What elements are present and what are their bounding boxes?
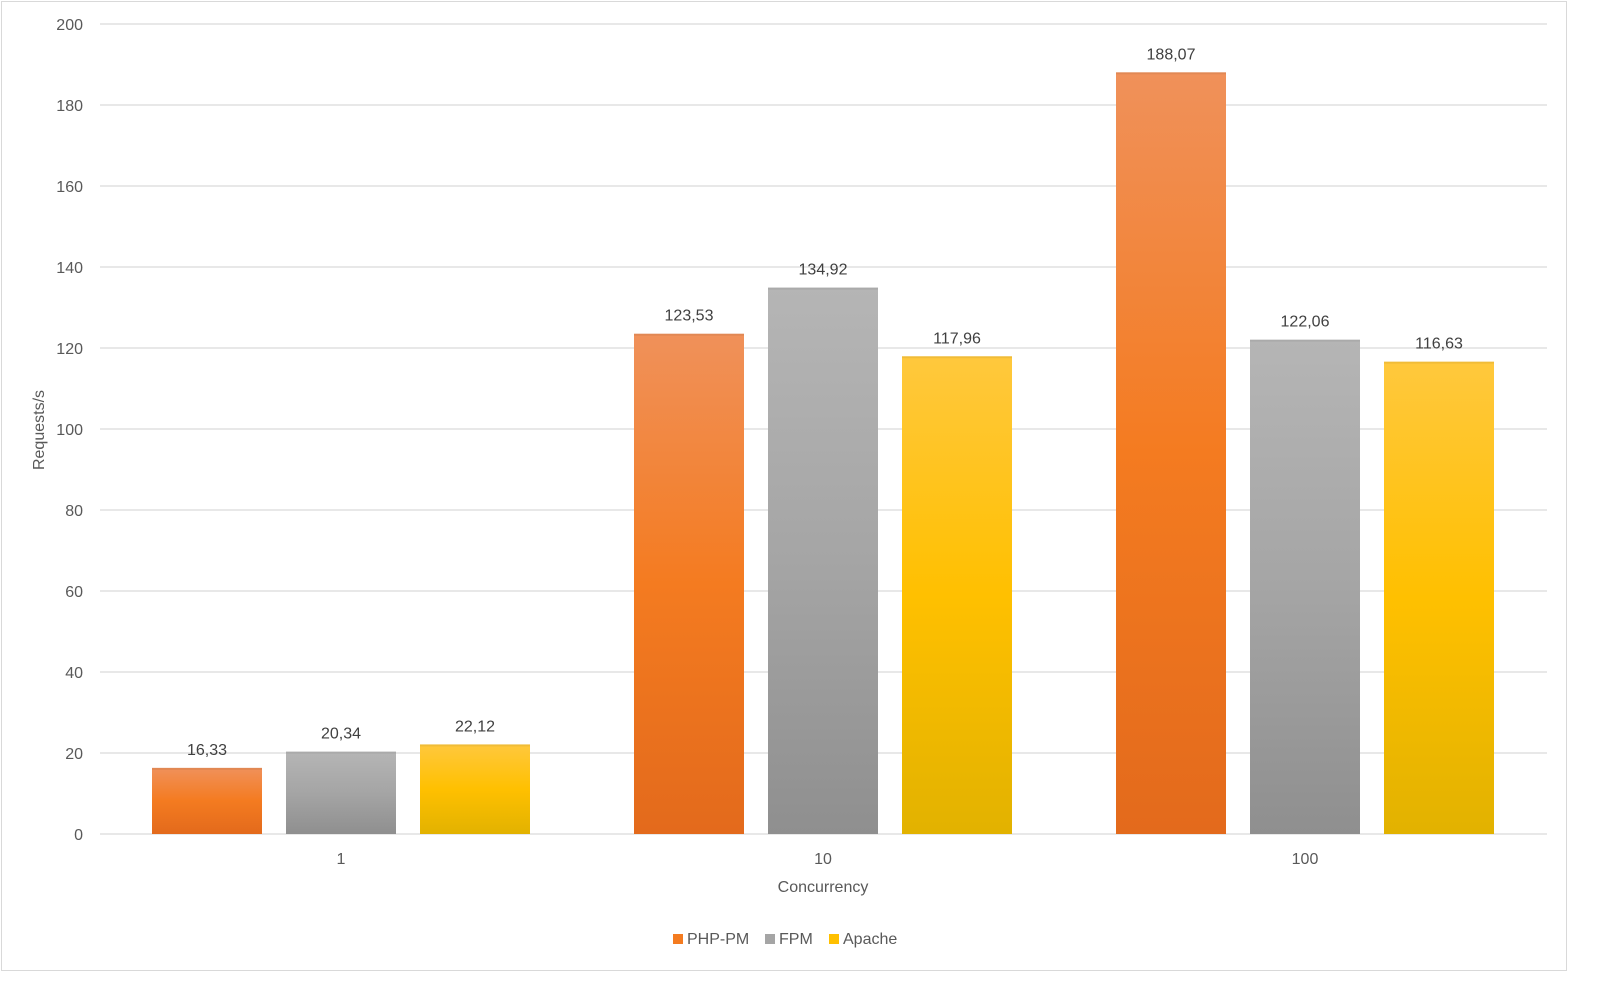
bars [152, 72, 1494, 835]
y-tick-label: 0 [74, 827, 83, 844]
data-label: 22,12 [455, 718, 495, 735]
y-tick-label: 180 [56, 98, 83, 115]
bar-top-edge [768, 287, 878, 290]
y-tick-label: 120 [56, 341, 83, 358]
data-label: 20,34 [321, 726, 361, 743]
legend-item: Apache [829, 931, 897, 948]
bar-top-edge [1384, 361, 1494, 364]
legend-item: FPM [765, 931, 813, 948]
data-labels: 16,33 20,34 22,12 123,53 134,92 117,96 188,07 1… [187, 46, 1463, 759]
x-axis-ticks: 1 10 100 [337, 851, 1319, 868]
data-label: 123,53 [665, 308, 714, 325]
bar-top-edge [286, 751, 396, 754]
legend-label: Apache [843, 931, 897, 948]
x-tick-label: 1 [337, 851, 346, 868]
legend-swatch [673, 934, 683, 944]
y-tick-label: 80 [65, 503, 83, 520]
y-tick-label: 160 [56, 179, 83, 196]
x-tick-label: 10 [814, 851, 832, 868]
bar-top-edge [634, 333, 744, 336]
data-label: 122,06 [1281, 314, 1330, 331]
bar-php-pm-1 [152, 767, 262, 834]
y-tick-label: 60 [65, 584, 83, 601]
bar-top-edge [152, 767, 262, 770]
bar-apache-1 [420, 744, 530, 834]
data-label: 188,07 [1147, 46, 1196, 63]
y-tick-label: 40 [65, 665, 83, 682]
y-axis-ticks: 0 20 40 60 80 100 120 140 160 180 200 [56, 17, 83, 844]
y-tick-label: 100 [56, 422, 83, 439]
y-axis-title: Requests/s [31, 390, 48, 470]
bar-fpm-10 [768, 287, 878, 835]
bar-apache-100 [1384, 361, 1494, 834]
bar-php-pm-10 [634, 333, 744, 834]
bar-fpm-1 [286, 751, 396, 834]
legend-swatch [829, 934, 839, 944]
data-label: 16,33 [187, 742, 227, 759]
x-axis-title: Concurrency [778, 879, 869, 896]
bar-top-edge [902, 356, 1012, 359]
bar-top-edge [1116, 72, 1226, 75]
legend-item: PHP-PM [673, 931, 749, 948]
y-tick-label: 200 [56, 17, 83, 34]
data-label: 117,96 [933, 330, 981, 347]
legend-label: FPM [779, 931, 813, 948]
bar-php-pm-100 [1116, 72, 1226, 834]
legend: PHP-PM FPM Apache [673, 931, 897, 948]
y-tick-label: 140 [56, 260, 83, 277]
legend-swatch [765, 934, 775, 944]
data-label: 134,92 [799, 262, 848, 279]
data-label: 116,63 [1415, 336, 1463, 353]
legend-label: PHP-PM [687, 931, 749, 948]
x-tick-label: 100 [1292, 851, 1319, 868]
bar-fpm-100 [1250, 339, 1360, 834]
y-tick-label: 20 [65, 746, 83, 763]
bar-top-edge [420, 744, 530, 747]
bar-top-edge [1250, 339, 1360, 342]
bar-apache-10 [902, 356, 1012, 834]
